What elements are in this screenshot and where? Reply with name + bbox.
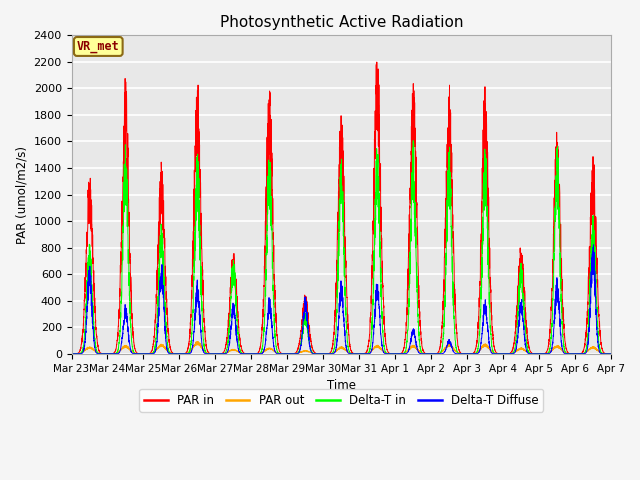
Y-axis label: PAR (umol/m2/s): PAR (umol/m2/s): [15, 145, 28, 243]
PAR in: [462, 351, 470, 357]
PAR in: [284, 351, 291, 357]
Delta-T Diffuse: [462, 351, 470, 357]
PAR out: [321, 351, 329, 357]
PAR out: [607, 351, 614, 357]
PAR out: [164, 349, 172, 355]
PAR out: [607, 351, 615, 357]
Line: Delta-T Diffuse: Delta-T Diffuse: [72, 245, 611, 354]
PAR in: [164, 328, 172, 334]
Line: Delta-T in: Delta-T in: [72, 141, 611, 354]
Delta-T in: [607, 351, 615, 357]
Title: Photosynthetic Active Radiation: Photosynthetic Active Radiation: [220, 15, 463, 30]
Delta-T in: [462, 351, 470, 357]
Delta-T Diffuse: [607, 351, 614, 357]
Text: VR_met: VR_met: [77, 40, 120, 53]
Delta-T Diffuse: [607, 351, 615, 357]
PAR in: [433, 351, 440, 357]
Delta-T in: [433, 351, 440, 357]
PAR in: [607, 351, 614, 357]
PAR out: [319, 351, 327, 357]
Line: PAR in: PAR in: [72, 62, 611, 354]
Delta-T Diffuse: [432, 351, 440, 357]
Delta-T Diffuse: [321, 351, 329, 357]
PAR out: [493, 351, 500, 357]
PAR in: [607, 351, 615, 357]
Delta-T Diffuse: [493, 351, 500, 357]
Legend: PAR in, PAR out, Delta-T in, Delta-T Diffuse: PAR in, PAR out, Delta-T in, Delta-T Dif…: [140, 389, 543, 411]
Delta-T in: [164, 347, 172, 353]
X-axis label: Time: Time: [327, 379, 356, 392]
Delta-T Diffuse: [68, 351, 76, 357]
Delta-T in: [410, 138, 417, 144]
Delta-T in: [321, 351, 329, 357]
Delta-T in: [493, 351, 500, 357]
PAR out: [68, 351, 76, 357]
PAR out: [194, 338, 202, 344]
Delta-T in: [68, 351, 76, 357]
Delta-T Diffuse: [589, 242, 597, 248]
Delta-T in: [607, 351, 614, 357]
Delta-T in: [319, 351, 327, 357]
PAR in: [68, 351, 76, 357]
Delta-T Diffuse: [463, 351, 471, 357]
PAR out: [433, 351, 440, 357]
PAR in: [321, 351, 329, 357]
Line: PAR out: PAR out: [72, 341, 611, 354]
PAR in: [493, 350, 500, 356]
Delta-T Diffuse: [164, 350, 172, 356]
PAR in: [373, 59, 381, 65]
PAR out: [462, 351, 470, 357]
